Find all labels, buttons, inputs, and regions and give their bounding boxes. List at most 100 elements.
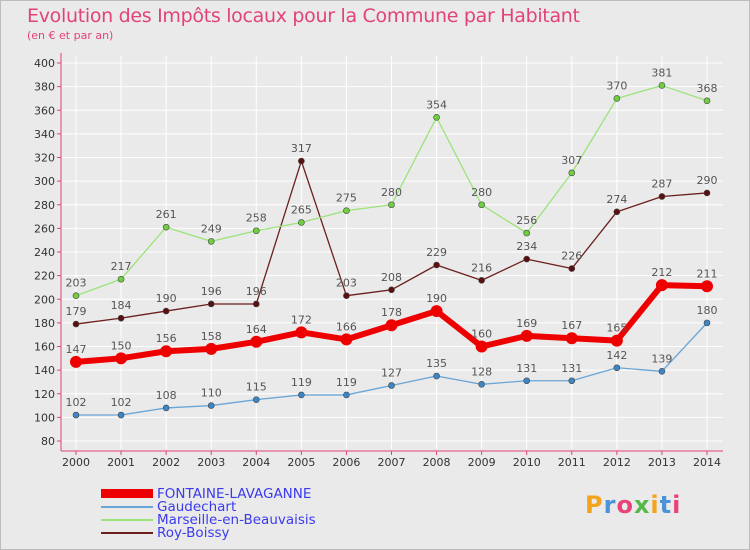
data-label: 167 — [561, 319, 582, 332]
data-point — [430, 305, 443, 318]
legend-item: FONTAINE-LAVAGANNE — [101, 485, 316, 502]
y-tick-label: 120 — [34, 388, 55, 401]
logo-letter: o — [616, 491, 634, 519]
data-point — [568, 169, 576, 177]
x-tick-label: 2003 — [197, 456, 225, 469]
data-point — [523, 377, 531, 385]
data-label: 290 — [697, 174, 718, 187]
x-tick-label: 2013 — [648, 456, 676, 469]
data-point — [117, 275, 125, 283]
data-label: 160 — [471, 328, 492, 341]
data-point — [568, 377, 576, 385]
data-point — [162, 404, 170, 412]
data-label: 127 — [381, 366, 402, 379]
data-point — [343, 207, 350, 214]
data-point — [343, 292, 350, 300]
data-point — [613, 364, 621, 372]
data-point — [160, 345, 173, 358]
data-point — [72, 411, 80, 419]
data-label: 196 — [201, 285, 222, 298]
x-tick-label: 2000 — [62, 456, 90, 469]
data-point — [117, 314, 125, 322]
data-label: 102 — [111, 396, 132, 409]
data-label: 135 — [426, 357, 447, 370]
data-label: 180 — [697, 304, 718, 317]
data-point — [207, 402, 215, 409]
data-label: 234 — [516, 240, 537, 253]
data-label: 226 — [561, 250, 582, 263]
y-tick-label: 220 — [34, 270, 55, 283]
y-tick-label: 180 — [34, 317, 55, 330]
data-label: 261 — [156, 208, 177, 221]
data-point — [388, 286, 395, 294]
y-tick-label: 360 — [34, 104, 55, 117]
data-label: 165 — [606, 322, 627, 335]
y-tick-label: 300 — [34, 175, 55, 188]
data-point — [475, 340, 488, 353]
data-label: 249 — [201, 222, 222, 235]
data-label: 128 — [471, 365, 492, 378]
data-label: 142 — [606, 349, 627, 362]
data-label: 119 — [291, 376, 312, 389]
y-tick-label: 160 — [34, 341, 55, 354]
data-label: 217 — [111, 260, 132, 273]
x-tick-label: 2007 — [378, 456, 406, 469]
data-label: 368 — [697, 82, 718, 95]
data-point — [433, 261, 440, 269]
data-label: 280 — [381, 186, 402, 199]
data-label: 108 — [156, 389, 177, 402]
data-label: 131 — [561, 362, 582, 375]
data-label: 110 — [201, 387, 222, 400]
data-label: 190 — [426, 292, 447, 305]
data-point — [252, 227, 260, 235]
x-tick-label: 2004 — [242, 456, 270, 469]
data-label: 354 — [426, 98, 447, 111]
x-tick-label: 2009 — [468, 456, 496, 469]
y-tick-label: 240 — [34, 246, 55, 259]
x-tick-label: 2014 — [693, 456, 721, 469]
data-point — [72, 320, 80, 328]
data-label: 208 — [381, 271, 402, 284]
data-label: 196 — [246, 285, 267, 298]
legend: FONTAINE-LAVAGANNE Gaudechart Marseille-en… — [101, 485, 316, 541]
legend-item: Gaudechart — [101, 499, 316, 515]
data-point — [298, 219, 305, 226]
data-point — [385, 319, 398, 332]
data-label: 115 — [246, 381, 267, 394]
data-point — [478, 380, 485, 388]
data-point — [658, 193, 666, 200]
y-tick-label: 260 — [34, 222, 55, 235]
data-label: 211 — [697, 267, 718, 280]
legend-label: FONTAINE-LAVAGANNE — [157, 485, 312, 502]
logo-letter: t — [659, 491, 673, 519]
x-tick-label: 2010 — [513, 456, 541, 469]
data-label: 307 — [561, 154, 582, 167]
y-tick-label: 100 — [34, 411, 55, 424]
data-label: 150 — [111, 339, 132, 352]
y-tick-label: 320 — [34, 152, 55, 165]
data-point — [613, 95, 621, 102]
data-label: 131 — [516, 362, 537, 375]
legend-swatch — [101, 489, 153, 498]
data-point — [433, 114, 440, 121]
data-point — [207, 300, 215, 308]
data-label: 179 — [66, 305, 87, 318]
chart-subtitle: (en € et par an) — [27, 29, 114, 42]
data-point — [72, 292, 80, 300]
data-point — [568, 265, 576, 272]
legend-item: Roy-Boissy — [101, 525, 316, 541]
data-point — [565, 332, 578, 345]
y-tick-label: 400 — [34, 57, 55, 70]
data-label: 172 — [291, 313, 312, 326]
data-point — [298, 157, 305, 165]
x-tick-label: 2001 — [107, 456, 135, 469]
data-point — [70, 355, 82, 368]
data-point — [115, 352, 128, 365]
x-tick-label: 2011 — [558, 456, 586, 469]
data-point — [658, 82, 666, 89]
data-label: 212 — [651, 266, 672, 279]
legend-swatch — [101, 531, 153, 534]
data-point — [478, 201, 485, 209]
data-label: 156 — [156, 332, 177, 345]
data-point — [340, 333, 353, 346]
